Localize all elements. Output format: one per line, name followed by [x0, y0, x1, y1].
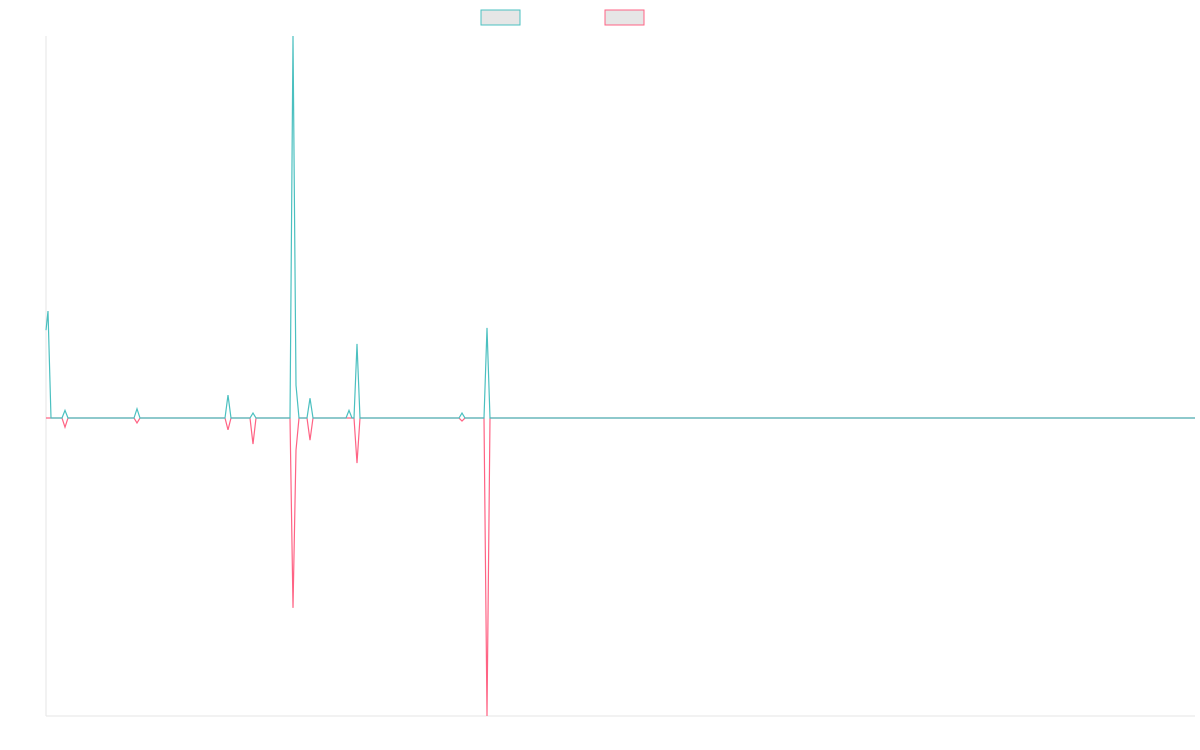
legend-swatch	[604, 9, 645, 26]
series-line	[46, 417, 1195, 717]
series-line	[45, 35, 1195, 419]
legend-swatch	[480, 9, 521, 26]
